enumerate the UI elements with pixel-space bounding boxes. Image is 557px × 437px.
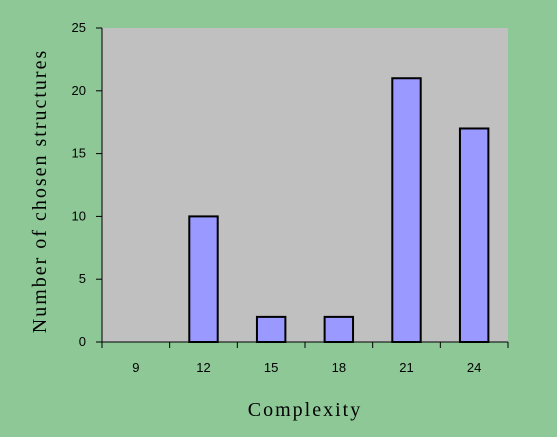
y-tick-label: 5 <box>79 271 86 286</box>
y-tick-label: 25 <box>72 20 86 35</box>
x-axis-title: Complexity <box>248 399 362 421</box>
y-tick-label: 15 <box>72 146 86 161</box>
x-tick-label: 18 <box>332 360 346 375</box>
x-tick-label: 24 <box>467 360 481 375</box>
bar <box>188 215 219 343</box>
x-axis-ticks: 9 12 15 18 21 24 <box>101 342 509 375</box>
y-tick-label: 20 <box>72 83 86 98</box>
bar <box>458 127 490 343</box>
x-tick-label: 12 <box>196 360 210 375</box>
x-tick-label: 9 <box>132 360 139 375</box>
y-axis-ticks: 0 5 10 15 20 25 <box>72 20 102 349</box>
y-tick-label: 0 <box>79 334 86 349</box>
bar <box>255 315 287 344</box>
x-tick-label: 15 <box>264 360 278 375</box>
bars-group <box>188 77 490 344</box>
plot-area <box>102 28 508 342</box>
y-tick-label: 10 <box>72 208 86 223</box>
x-tick-label: 21 <box>399 360 413 375</box>
bar <box>391 77 422 344</box>
y-axis-title: Number of chosen structures <box>29 49 51 334</box>
bar <box>323 315 355 344</box>
